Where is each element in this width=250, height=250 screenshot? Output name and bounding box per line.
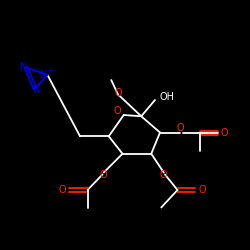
Text: N: N (40, 70, 48, 80)
Text: OH: OH (160, 92, 174, 102)
Text: O: O (220, 128, 228, 138)
Text: O: O (160, 170, 168, 180)
Text: N: N (32, 85, 40, 95)
Text: O: O (58, 185, 66, 195)
Text: O: O (198, 185, 206, 195)
Text: O: O (114, 88, 122, 98)
Text: O: O (100, 170, 108, 180)
Text: O: O (113, 106, 121, 116)
Text: N: N (20, 62, 28, 72)
Text: O: O (176, 123, 184, 133)
Text: +: + (48, 66, 54, 75)
